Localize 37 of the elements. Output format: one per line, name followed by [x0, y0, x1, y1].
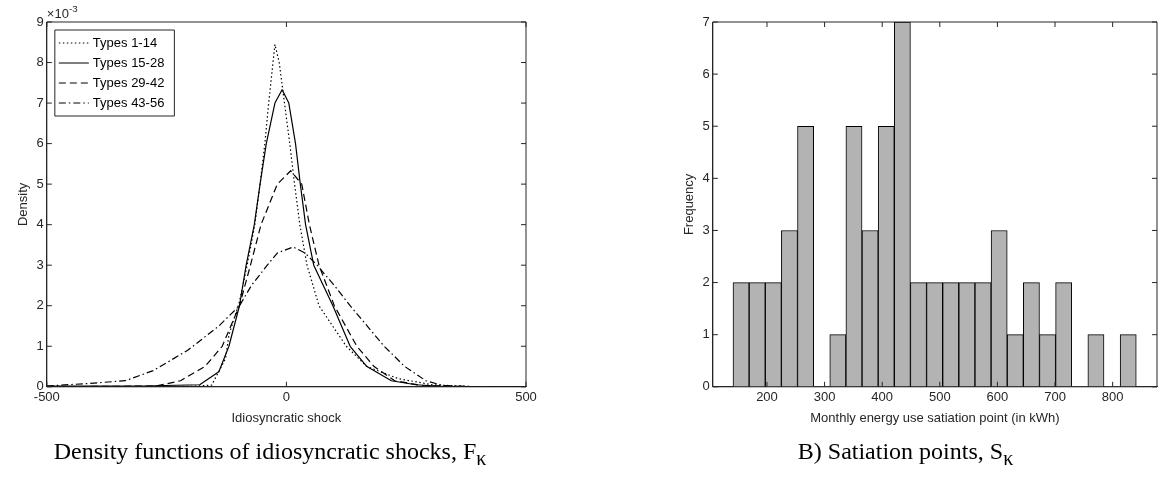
y-tick-label: 2: [36, 297, 44, 313]
x-tick-label: -500: [33, 389, 60, 405]
x-tick-label: 200: [756, 389, 778, 405]
y-tick-label: 4: [702, 169, 710, 185]
legend-label: Types 1-14: [92, 34, 158, 50]
y-tick-label: 3: [36, 256, 44, 272]
legend-label: Types 15-28: [92, 54, 165, 70]
y-tick-label: 6: [702, 65, 710, 81]
text: Density functions of idiosyncratic shocks, F$_{κ}$: [52, 438, 488, 470]
y-tick-label: 7: [702, 13, 710, 29]
y-tick-label: 1: [36, 337, 44, 353]
y-axis-title: Density: [15, 182, 31, 227]
x-tick-label: 300: [813, 389, 836, 405]
x-tick-label: 800: [1101, 389, 1124, 405]
y-tick-label: 3: [702, 222, 710, 238]
legend-label: Types 43-56: [92, 94, 165, 110]
y-tick-label: 5: [702, 117, 710, 133]
y-tick-label: 7: [36, 94, 44, 110]
text: B) Satiation points, S$_{κ}$: [796, 438, 1015, 470]
y-tick-label: 9: [36, 13, 44, 29]
x-tick-label: 700: [1044, 389, 1066, 405]
x-tick-label: 400: [871, 389, 894, 405]
y-axis-title: Frequency: [681, 173, 697, 236]
x-tick-label: 500: [928, 389, 951, 405]
y-tick-label: 2: [702, 274, 710, 290]
legend-label: Types 29-42: [92, 74, 165, 90]
y-tick-label: 5: [36, 175, 44, 191]
y-tick-label: 0: [702, 378, 710, 394]
x-tick-label: 600: [986, 389, 1009, 405]
y-tick-label: 4: [36, 216, 44, 232]
x-tick-label: 500: [515, 389, 537, 405]
y-tick-label: 6: [36, 135, 44, 151]
x-tick-label: 0: [282, 389, 291, 405]
y-tick-label: 8: [36, 54, 44, 70]
x-axis-title: Idiosyncratic shock: [231, 409, 342, 425]
x-axis-title: Monthly energy use satiation point (in kWh): [810, 409, 1060, 425]
y-tick-label: 1: [702, 326, 710, 342]
